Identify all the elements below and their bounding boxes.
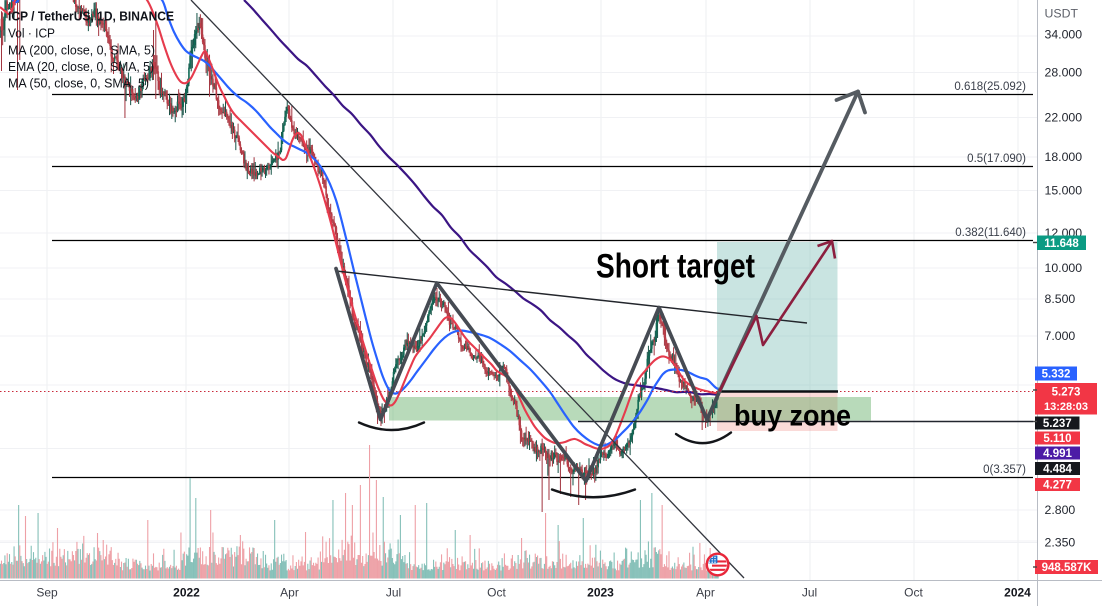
svg-text:7.000: 7.000 <box>1045 329 1076 343</box>
svg-text:Jul: Jul <box>802 586 817 600</box>
svg-text:8.500: 8.500 <box>1045 292 1076 306</box>
svg-text:USDT: USDT <box>1045 7 1079 21</box>
svg-text:2022: 2022 <box>173 586 200 600</box>
svg-text:2024: 2024 <box>1004 586 1031 600</box>
svg-text:EMA (20, close, 0, SMA, 5): EMA (20, close, 0, SMA, 5) <box>8 59 154 74</box>
svg-text:948.587K: 948.587K <box>1042 562 1093 574</box>
svg-text:28.000: 28.000 <box>1045 66 1083 80</box>
svg-text:Jul: Jul <box>386 586 401 600</box>
svg-text:0.382(11.640): 0.382(11.640) <box>955 227 1026 239</box>
svg-text:5.237: 5.237 <box>1043 418 1072 430</box>
svg-text:4.484: 4.484 <box>1043 464 1072 476</box>
svg-text:Oct: Oct <box>487 586 506 600</box>
svg-text:Short target: Short target <box>596 248 755 286</box>
svg-text:5.273: 5.273 <box>1052 387 1081 399</box>
svg-text:4.277: 4.277 <box>1043 480 1072 492</box>
svg-text:0(3.357): 0(3.357) <box>983 464 1026 476</box>
svg-text:13:28:03: 13:28:03 <box>1044 401 1088 413</box>
svg-text:2.800: 2.800 <box>1045 503 1076 517</box>
svg-text:MA (200, close, 0, SMA, 5): MA (200, close, 0, SMA, 5) <box>8 42 155 57</box>
svg-text:11.648: 11.648 <box>1044 238 1079 250</box>
svg-text:Apr: Apr <box>696 586 715 600</box>
svg-text:Sep: Sep <box>36 586 58 600</box>
svg-text:2.350: 2.350 <box>1045 536 1076 550</box>
svg-text:ICP / TetherUS, 1D, BINANCE: ICP / TetherUS, 1D, BINANCE <box>8 9 174 24</box>
svg-text:5.332: 5.332 <box>1042 369 1071 381</box>
svg-text:18.000: 18.000 <box>1045 150 1083 164</box>
svg-text:15.000: 15.000 <box>1045 184 1083 198</box>
svg-text:0.618(25.092): 0.618(25.092) <box>954 81 1026 93</box>
svg-text:22.000: 22.000 <box>1045 111 1083 125</box>
svg-text:Oct: Oct <box>904 586 923 600</box>
svg-text:2023: 2023 <box>587 586 614 600</box>
svg-text:Vol · ICP: Vol · ICP <box>8 25 55 40</box>
svg-text:MA (50, close, 0, SMA, 5): MA (50, close, 0, SMA, 5) <box>8 75 149 90</box>
svg-text:4.991: 4.991 <box>1043 448 1072 460</box>
svg-text:5.110: 5.110 <box>1043 433 1071 445</box>
svg-text:0.5(17.090): 0.5(17.090) <box>967 153 1026 165</box>
svg-text:Apr: Apr <box>280 586 299 600</box>
svg-text:34.000: 34.000 <box>1045 28 1083 42</box>
svg-text:10.000: 10.000 <box>1045 261 1083 275</box>
svg-text:buy zone: buy zone <box>734 400 851 433</box>
